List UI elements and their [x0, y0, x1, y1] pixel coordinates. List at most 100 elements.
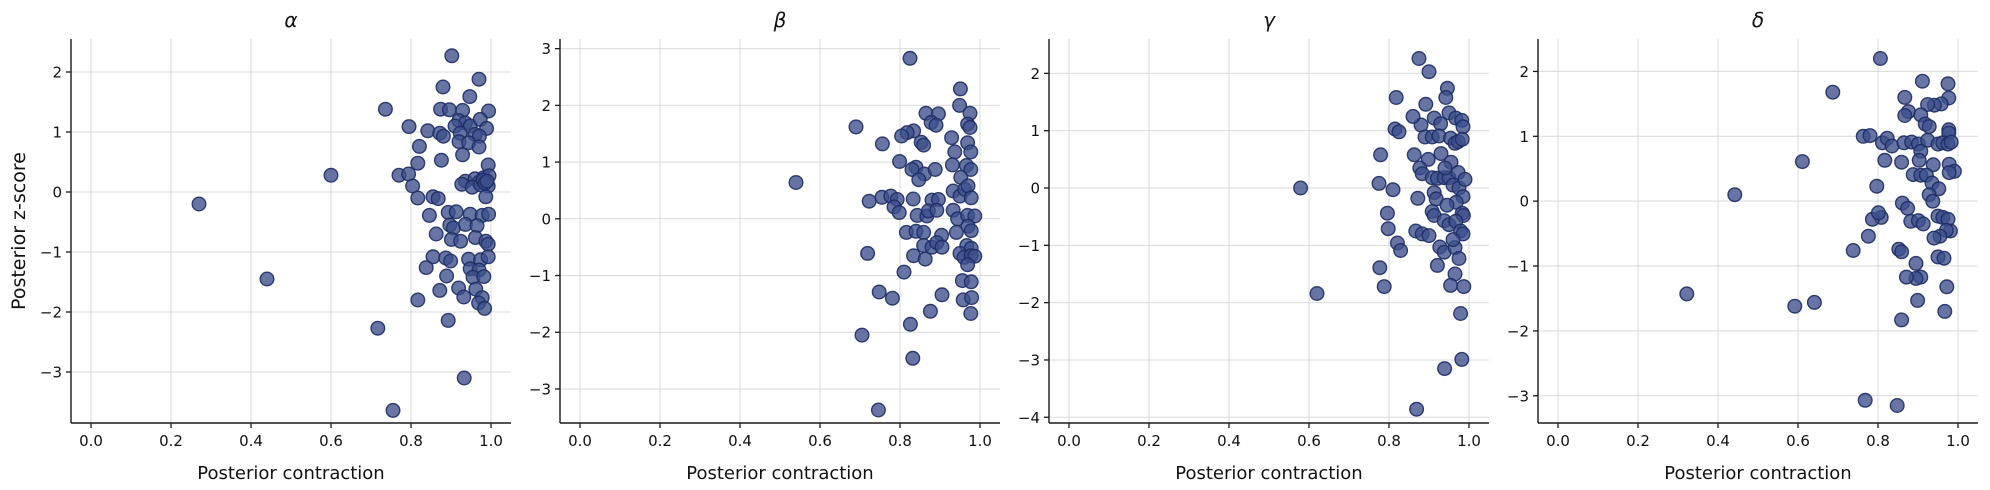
data-point: [410, 292, 426, 308]
data-point: [891, 205, 907, 221]
data-point: [1454, 131, 1470, 147]
data-point: [1877, 152, 1893, 168]
data-point: [928, 117, 944, 133]
y-tick-label: −4: [1018, 409, 1040, 427]
data-point: [1411, 51, 1427, 67]
data-point: [1438, 89, 1454, 105]
y-tick-label: −3: [1018, 351, 1040, 369]
y-tick-label: −3: [529, 380, 551, 398]
data-point: [947, 144, 963, 160]
data-point: [963, 190, 979, 206]
y-tick-label: 2: [52, 64, 62, 82]
panel-title: β: [773, 8, 787, 32]
x-tick-label: 0.4: [728, 432, 752, 450]
data-point: [1869, 178, 1885, 194]
x-tick-label: 0.2: [159, 432, 183, 450]
data-point: [1433, 116, 1449, 132]
data-point: [1921, 119, 1937, 135]
data-point: [1915, 216, 1931, 232]
y-tick-label: −2: [40, 304, 62, 322]
data-point: [440, 312, 456, 328]
data-point: [1445, 232, 1461, 248]
data-point: [1787, 298, 1803, 314]
data-point: [1825, 84, 1841, 100]
data-point: [1857, 392, 1873, 408]
data-point: [479, 173, 495, 189]
data-point: [948, 224, 964, 240]
data-point: [1455, 119, 1471, 135]
x-tick-label: 1.0: [1457, 432, 1481, 450]
x-tick-label: 0.6: [808, 432, 832, 450]
data-point: [1894, 312, 1910, 328]
data-point: [481, 206, 497, 222]
x-tick-label: 0.2: [648, 432, 672, 450]
data-point: [441, 102, 457, 118]
data-point: [894, 128, 910, 144]
data-point: [922, 303, 938, 319]
x-axis-label: Posterior contraction: [1664, 463, 1851, 484]
data-point: [1393, 242, 1409, 258]
data-point: [911, 172, 927, 188]
data-point: [1870, 205, 1886, 221]
y-tick-label: 1: [1519, 128, 1529, 146]
data-point: [860, 245, 876, 261]
data-point: [478, 189, 494, 205]
data-point: [433, 152, 449, 168]
data-point: [963, 223, 979, 239]
y-tick-label: −1: [1507, 258, 1529, 276]
panel-title: α: [284, 8, 297, 32]
y-tick-label: 1: [1030, 122, 1040, 140]
x-tick-label: 0.8: [399, 432, 423, 450]
data-point: [1453, 306, 1469, 322]
data-point: [1897, 107, 1913, 123]
data-point: [411, 138, 427, 154]
y-tick-label: 3: [541, 40, 551, 58]
x-tick-label: 0.4: [239, 432, 263, 450]
data-point: [1409, 401, 1425, 417]
data-point: [1373, 147, 1389, 163]
x-tick-label: 0.6: [1297, 432, 1321, 450]
data-point: [934, 287, 950, 303]
data-point: [428, 226, 444, 242]
y-tick-label: 2: [1519, 63, 1529, 81]
data-point: [1371, 175, 1387, 191]
data-point: [927, 161, 943, 177]
data-point: [1914, 73, 1930, 89]
x-tick-label: 0.8: [1866, 432, 1890, 450]
x-tick-label: 0.0: [1546, 432, 1570, 450]
data-point: [370, 320, 386, 336]
data-point: [1940, 76, 1956, 92]
data-point: [1443, 277, 1459, 293]
data-point: [854, 327, 870, 343]
data-point: [435, 79, 451, 95]
data-point: [1456, 279, 1472, 295]
panel-alpha: 0.0 0.2 0.4 0.6 0.8 1.0 2 1 0 −1 −2 −3 α Posterior co…: [8, 8, 511, 484]
data-point: [929, 202, 945, 218]
y-axis-label: Posterior z-score: [8, 152, 30, 310]
data-point: [1421, 228, 1437, 244]
data-point: [1926, 230, 1942, 246]
scatter-points: [1293, 51, 1473, 417]
data-point: [432, 282, 448, 298]
data-point: [902, 316, 918, 332]
data-point: [884, 290, 900, 306]
data-point: [871, 284, 887, 300]
data-point: [477, 300, 493, 316]
data-point: [1309, 286, 1325, 302]
data-point: [323, 167, 339, 183]
data-point: [1943, 134, 1959, 150]
data-point: [892, 153, 908, 169]
data-point: [1457, 171, 1473, 187]
data-point: [870, 402, 886, 418]
x-tick-label: 0.6: [319, 432, 343, 450]
data-point: [1794, 154, 1810, 170]
data-point: [963, 306, 979, 322]
data-point: [401, 119, 417, 135]
x-tick-label: 0.0: [1057, 432, 1081, 450]
x-tick-label: 0.4: [1706, 432, 1730, 450]
data-point: [410, 155, 426, 171]
data-point: [1454, 351, 1470, 367]
scatter-points: [1679, 51, 1962, 414]
y-tick-label: 2: [541, 97, 551, 115]
